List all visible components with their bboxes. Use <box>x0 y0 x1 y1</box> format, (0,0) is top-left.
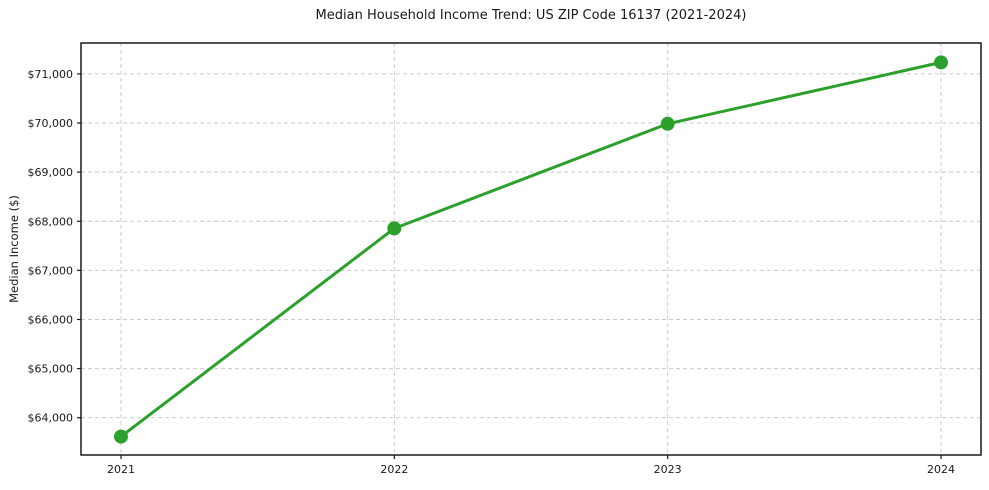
data-point-marker <box>114 429 128 444</box>
y-tick-label: $64,000 <box>28 412 74 425</box>
y-tick-label: $68,000 <box>28 215 74 228</box>
x-tick-label: 2023 <box>654 463 682 476</box>
y-tick-label: $69,000 <box>28 166 74 179</box>
data-point-marker <box>934 55 948 70</box>
income-trend-line <box>119 60 943 439</box>
x-tick-label: 2022 <box>380 463 408 476</box>
data-point-marker <box>387 221 402 236</box>
y-tick-label: $67,000 <box>28 264 74 277</box>
y-tick-label: $66,000 <box>28 313 74 326</box>
y-tick-label: $65,000 <box>28 363 74 376</box>
chart-title: Median Household Income Trend: US ZIP Co… <box>315 8 747 23</box>
y-tick-label: $70,000 <box>28 117 74 130</box>
data-point-marker <box>660 116 675 131</box>
y-tick-label: $71,000 <box>28 68 74 81</box>
axes-frame <box>80 42 982 456</box>
x-tick-label: 2024 <box>927 463 955 476</box>
x-tick-label: 2021 <box>107 463 135 476</box>
